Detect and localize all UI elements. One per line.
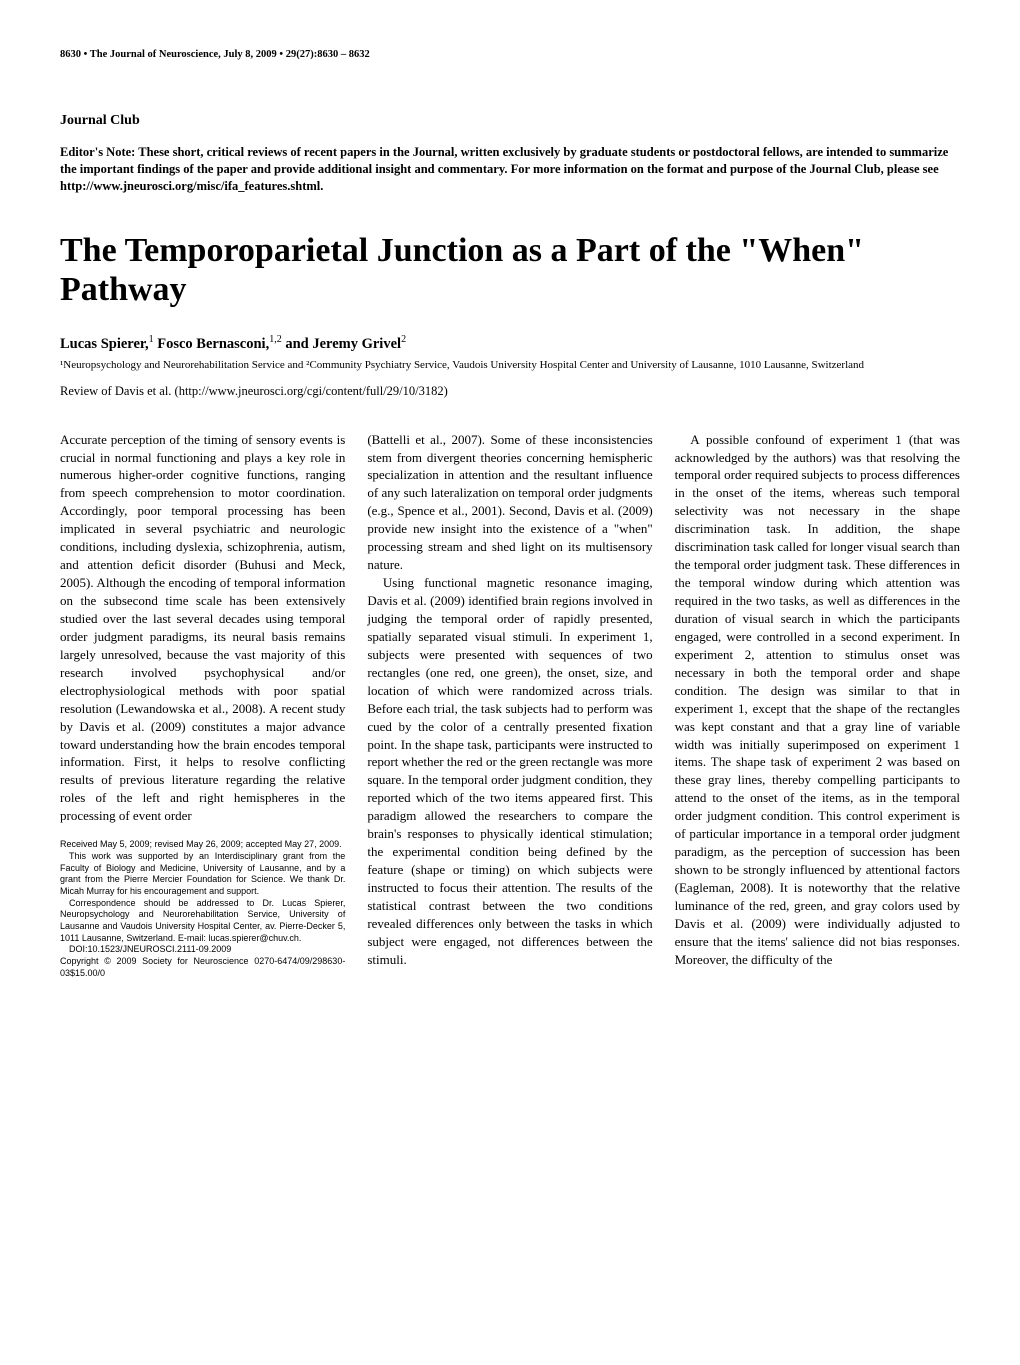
body-columns: Accurate perception of the timing of sen… bbox=[60, 431, 960, 980]
article-title: The Temporoparietal Junction as a Part o… bbox=[60, 231, 960, 309]
page-number: 8630 bbox=[60, 49, 81, 60]
footnote-doi: DOI:10.1523/JNEUROSCI.2111-09.2009 bbox=[60, 944, 345, 956]
authors-line: Lucas Spierer,1 Fosco Bernasconi,1,2 and… bbox=[60, 333, 960, 354]
section-label: Journal Club bbox=[60, 111, 960, 131]
body-paragraph: A possible confound of experiment 1 (tha… bbox=[675, 431, 960, 969]
running-head: 8630 • The Journal of Neuroscience, July… bbox=[60, 48, 960, 63]
body-paragraph: Accurate perception of the timing of sen… bbox=[60, 431, 345, 826]
body-paragraph: (Battelli et al., 2007). Some of these i… bbox=[367, 431, 652, 575]
footnote-correspondence: Correspondence should be addressed to Dr… bbox=[60, 898, 345, 945]
affiliation-line: ¹Neuropsychology and Neurorehabilitation… bbox=[60, 358, 960, 373]
review-of-line: Review of Davis et al. (http://www.jneur… bbox=[60, 383, 960, 401]
editor-note: Editor's Note: These short, critical rev… bbox=[60, 144, 960, 195]
footnote-support: This work was supported by an Interdisci… bbox=[60, 851, 345, 898]
footnotes-block: Received May 5, 2009; revised May 26, 20… bbox=[60, 839, 345, 979]
footnote-received: Received May 5, 2009; revised May 26, 20… bbox=[60, 839, 345, 851]
footnote-copyright: Copyright © 2009 Society for Neuroscienc… bbox=[60, 956, 345, 979]
body-paragraph: Using functional magnetic resonance imag… bbox=[367, 574, 652, 969]
running-head-text: • The Journal of Neuroscience, July 8, 2… bbox=[84, 49, 370, 60]
